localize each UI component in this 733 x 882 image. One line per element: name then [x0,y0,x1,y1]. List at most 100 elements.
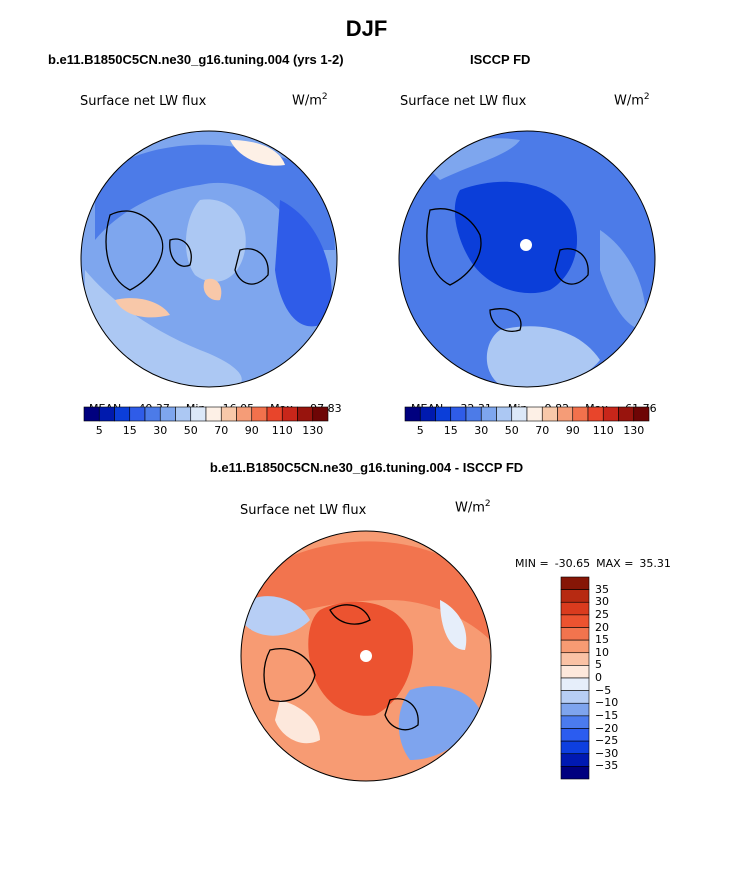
panel-1-colorbar-box [281,406,298,422]
panel-2-colorbar-tick-label: 70 [535,424,550,437]
panel-1-region-east [275,200,332,327]
panel-3-colorbar-box [560,665,590,679]
panel-1-colorbar [83,406,329,422]
panel-2-coastlines [426,208,589,332]
panel-1-colorbar-tick-label: 130 [302,424,324,437]
panel-3-colorbar-tick-label: −10 [595,696,619,710]
panel-3-colorbar-tick-label: 0 [595,671,602,684]
panel-2-colorbar-box [526,406,543,422]
panel-3-min-label: MIN = [515,557,549,570]
panel-3-colorbar-box [560,652,590,666]
panel-3-colorbar-box [560,715,590,729]
panel-2-pole-mask [520,239,532,251]
panel-2-colorbar-box [450,406,467,422]
panel-1-colorbar-box [129,406,146,422]
panel-2-region-east [600,230,646,330]
panel-2-colorbar-box [496,406,513,422]
panel-3-colorbar-tick-label: 15 [595,633,609,647]
panel-3-colorbar-tick-label: 5 [595,658,602,672]
panel-3-region-cool-south [398,686,480,760]
panel-2-field-label: Surface net LW flux [400,94,527,109]
panel-2-colorbar-box [602,406,619,422]
panel-3-map [241,531,491,781]
panel-3-colorbar [560,576,590,780]
panel-1-region-south [85,270,242,387]
panel-3-colorbar-tick-label: 10 [595,645,609,659]
panel-3-colorbar-box [560,614,590,628]
panel-3-colorbar-box [560,766,590,780]
panel-3-region-neutral-2 [440,600,467,650]
panel-3-units-exp: 2 [484,499,491,509]
panel-3-colorbar-box [560,677,590,691]
panel-1-region-warm [115,298,170,318]
panel-2-colorbar-tick-label: 90 [565,424,580,437]
panel-2-colorbar-tick-label: 5 [416,424,424,437]
panel-1-map [81,131,337,387]
panel-2-colorbar-tick-label: 130 [623,424,645,437]
panel-2-colorbar-box [419,406,436,422]
panel-2-colorbar-box [541,406,558,422]
panel-1-region-warm-2 [203,278,222,301]
panel-1-colorbar-box [236,406,253,422]
panel-1-colorbar-box [312,406,329,422]
panel-1-colorbar-box [175,406,192,422]
panel-2-colorbar-box [633,406,650,422]
panel-3-max-label: MAX = [596,557,634,570]
panel-1-colorbar-box [266,406,283,422]
panel-1-colorbar-box [159,406,176,422]
panel-1-colorbar-box [297,406,314,422]
panel-3-coastlines [263,604,419,731]
panel-3-colorbar-tick-label: 20 [595,620,609,634]
panel-3-colorbar-box [560,589,590,603]
panel-3-colorbar-box [560,690,590,704]
panel-3-stats: MIN = -30.65 MAX = 35.31 [508,544,671,570]
panel-2-colorbar-box [465,406,482,422]
panel-1-colorbar-box [220,406,237,422]
page-title: DJF [345,16,388,41]
panel-1-title: b.e11.B1850C5CN.ne30_g16.tuning.004 (yrs… [48,52,344,67]
panel-1-colorbar-box [205,406,222,422]
panel-3-max: 35.31 [639,557,671,570]
panel-3-region-north [250,541,490,640]
panel-1-colorbar-tick-label: 5 [95,424,103,437]
panel-2-colorbar-box [572,406,589,422]
panel-2-units-text: W/m [614,93,644,109]
panel-1-field-label: Surface net LW flux [80,94,207,109]
panel-3-region-pole [308,601,414,716]
panel-3-colorbar-tick-label: −25 [595,734,619,748]
panel-3-region-neutral [275,700,320,744]
panel-1-colorbar-box [98,406,115,422]
panel-1-colorbar-box [144,406,161,422]
panel-2-map [399,131,655,387]
panel-1-colorbar-tick-label: 70 [214,424,229,437]
panel-2-colorbar-box [557,406,574,422]
panel-3-colorbar-box [560,627,590,641]
panel-1-units-exp: 2 [321,92,328,102]
panel-2-colorbar-box [511,406,528,422]
panel-2-colorbar-tick-label: 15 [443,424,458,437]
panel-1-colorbar-tick-label: 15 [122,424,137,437]
panel-1-region-neutral [230,140,285,166]
panel-3-colorbar-tick-label: −15 [595,708,619,722]
panel-2-colorbar-tick-label: 110 [592,424,614,437]
panel-3-field-label: Surface net LW flux [240,503,367,518]
panel-2-colorbar-box [404,406,421,422]
panel-1-coastlines [105,210,269,291]
panel-1-colorbar-tick-label: 90 [244,424,259,437]
panel-3-min: -30.65 [554,557,591,570]
panel-1-colorbar-box [190,406,207,422]
panel-3-colorbar-tick-label: −30 [595,746,619,760]
panel-3-units-text: W/m [455,500,485,516]
panel-2-colorbar-tick-label: 30 [474,424,489,437]
panel-3-map-border [240,530,492,782]
panel-2-map-border [398,130,656,388]
panel-2-colorbar [404,406,650,422]
panel-3-pole-mask [360,650,372,662]
panel-3-colorbar-tick-label: −5 [595,683,612,697]
panel-1-units-text: W/m [292,93,322,109]
panel-3-colorbar-box [560,753,590,767]
panel-2-colorbar-box [618,406,635,422]
panel-2-colorbar-box [480,406,497,422]
panel-2-region-south [486,326,600,387]
